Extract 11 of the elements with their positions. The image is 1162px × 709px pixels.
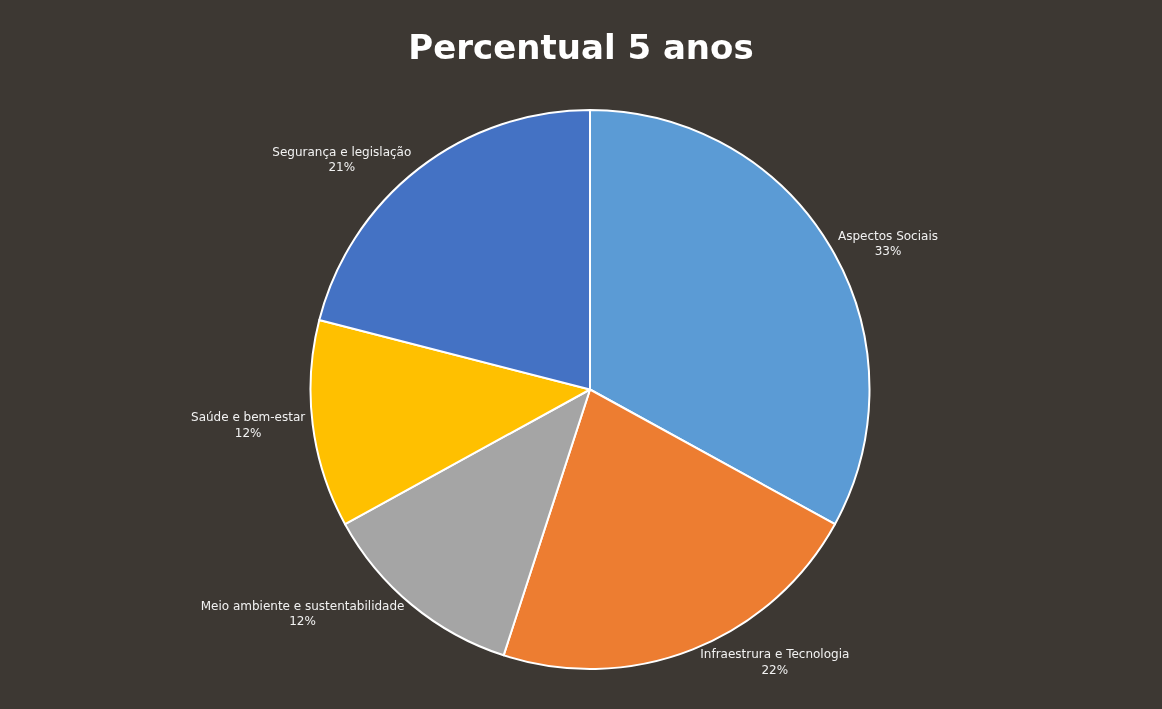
data-label: 21% — [328, 160, 356, 175]
slice-label: Saúde e bem-estar — [191, 409, 306, 424]
slice-label: Segurança e legislação — [272, 144, 412, 159]
chart-title: Percentual 5 anos — [408, 27, 754, 68]
slice-label: Meio ambiente e sustentabilidade — [200, 598, 405, 613]
slice-label: Aspectos Sociais — [837, 228, 938, 243]
data-label: 12% — [289, 614, 316, 629]
data-label: 22% — [761, 662, 789, 677]
slice-label: Infraestrura e Tecnologia — [700, 647, 850, 662]
data-label: 12% — [234, 425, 262, 440]
data-label: 33% — [874, 244, 902, 259]
